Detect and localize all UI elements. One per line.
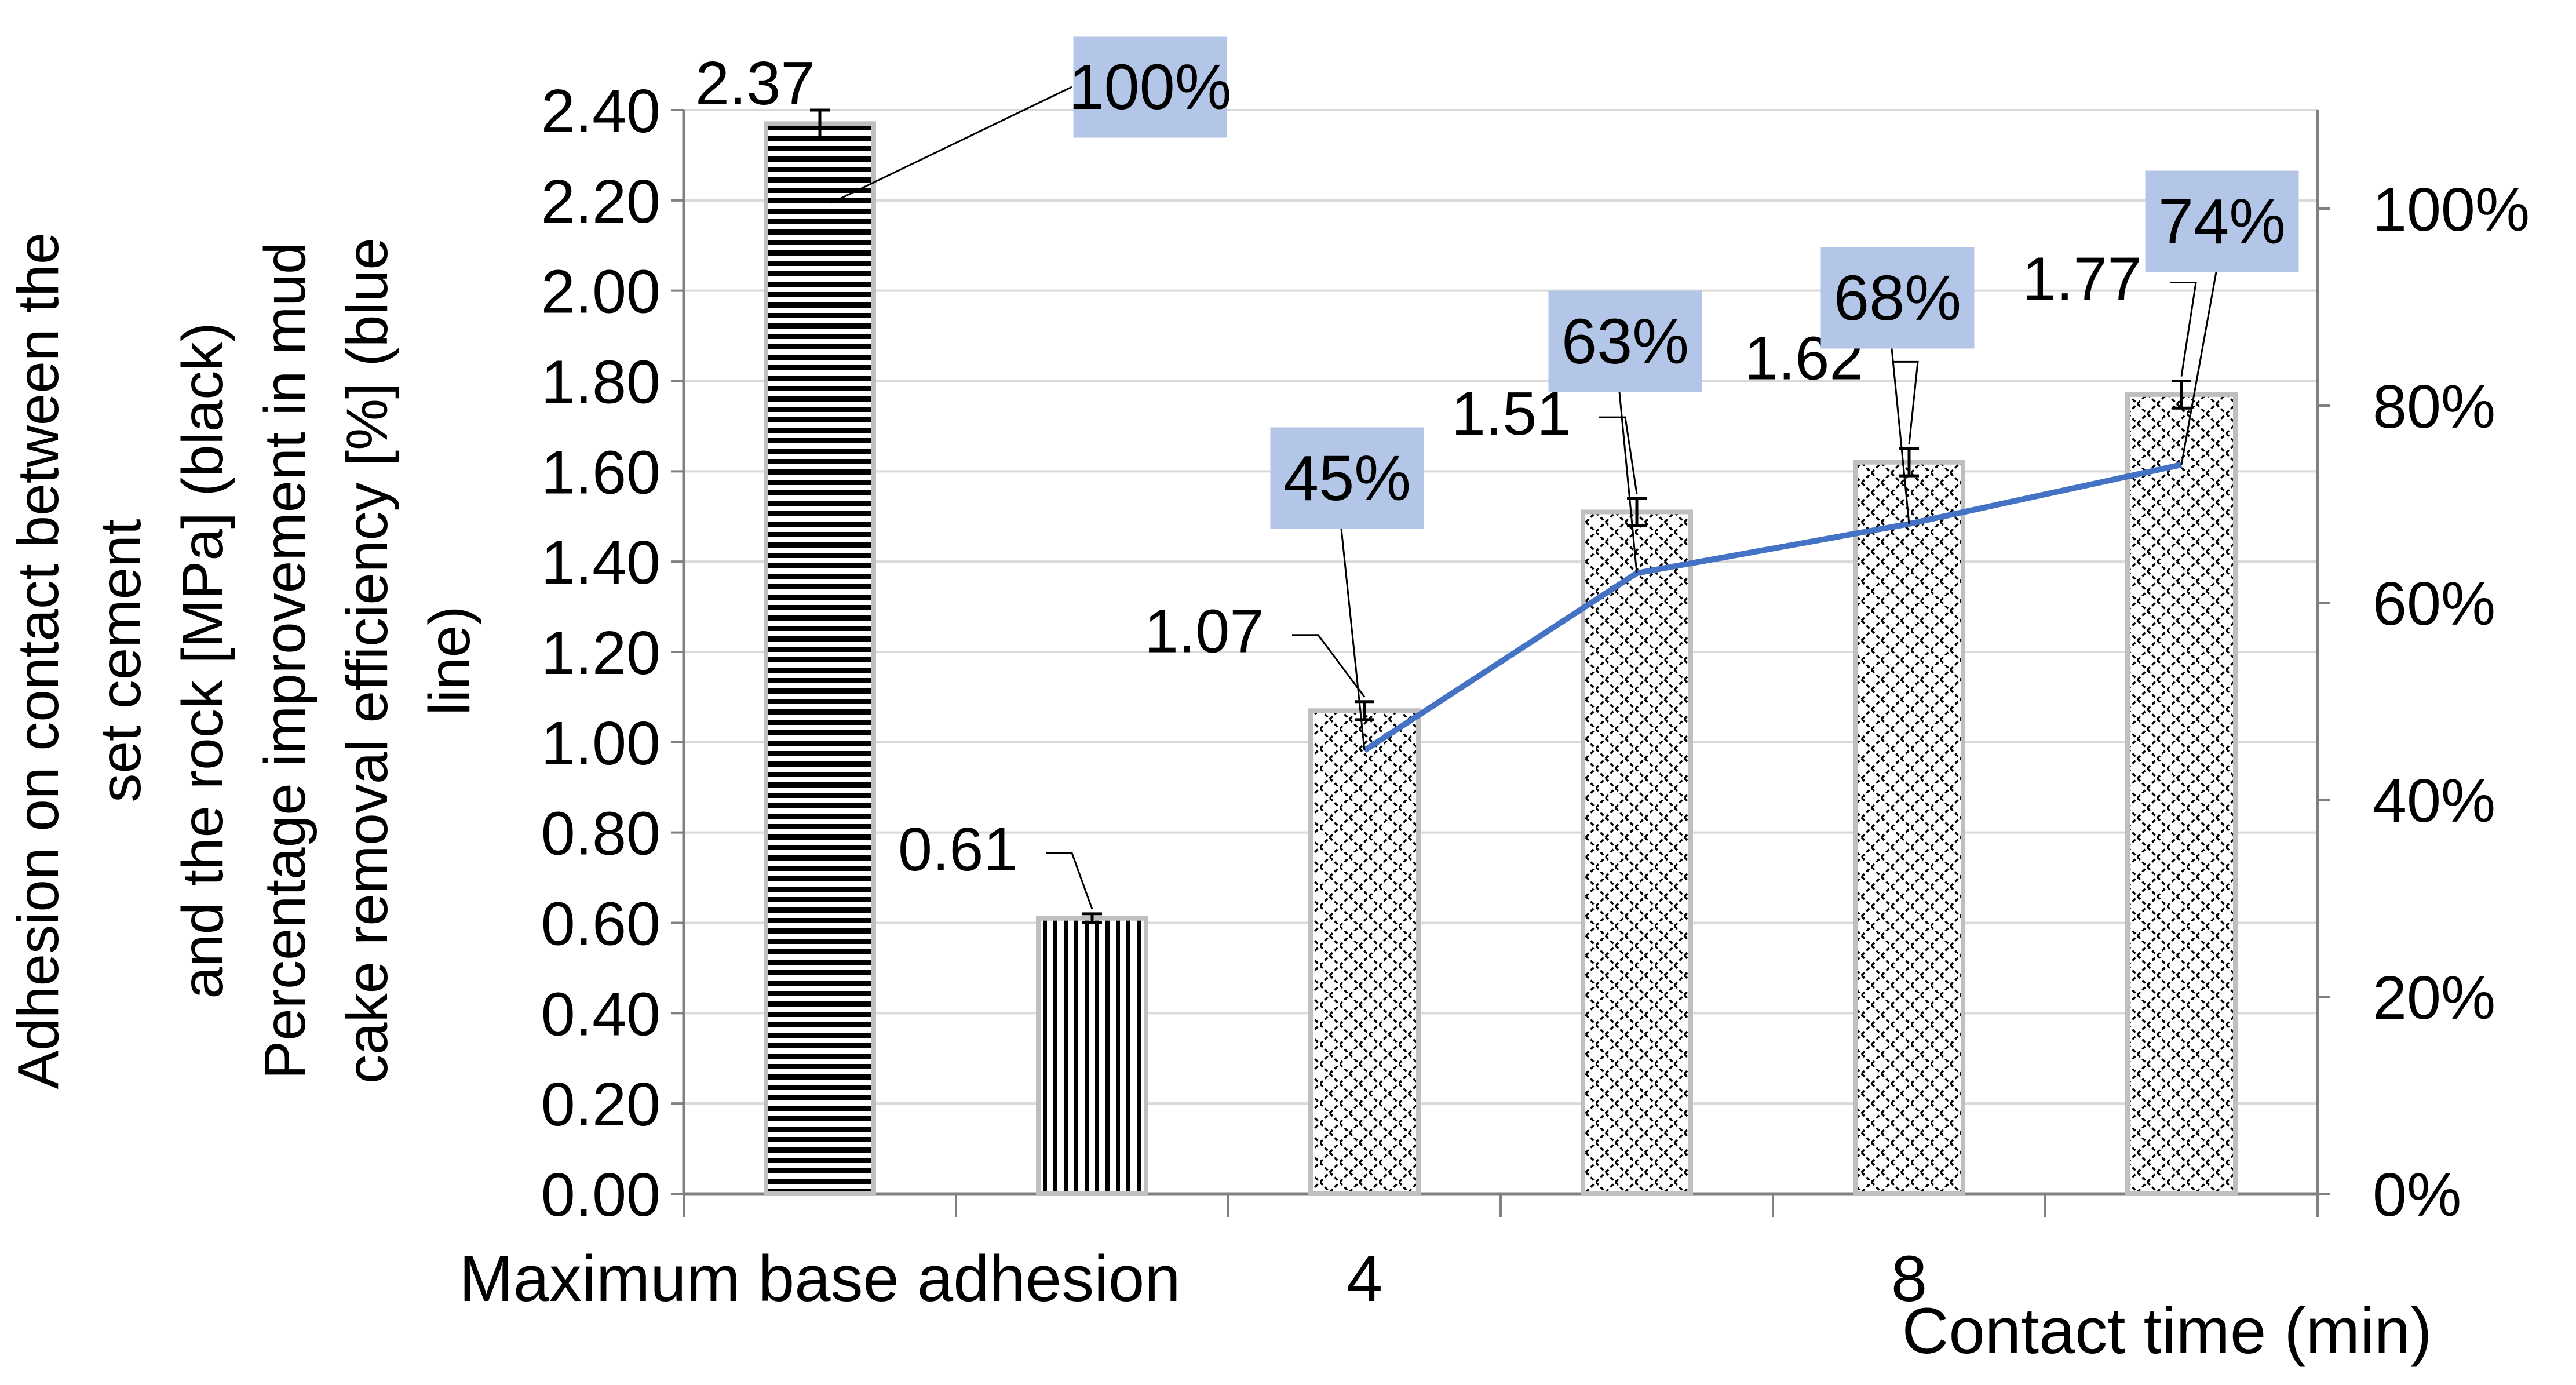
y2-tick-label: 60%: [2373, 570, 2495, 638]
x-category-label: Maximum base adhesion: [459, 1242, 1180, 1315]
percent-label-leader-line: [1618, 392, 1638, 574]
percent-label: 68%: [1820, 247, 1975, 349]
x-category-label: 4: [1347, 1242, 1382, 1315]
bar: [1581, 509, 1693, 1196]
bar: [764, 121, 876, 1196]
y-tick-label: 2.00: [541, 258, 661, 326]
y2-tick-label: 80%: [2373, 373, 2495, 441]
percent-label-leader-line: [2180, 272, 2217, 465]
percent-label-box: [2145, 170, 2299, 272]
gridlines: [671, 109, 2330, 1195]
percent-label-text: 68%: [1834, 263, 1961, 334]
y-tick-label: 1.80: [541, 348, 661, 417]
x-axis-category-labels: Maximum base adhesion 4 8: [459, 1242, 1927, 1315]
y2-tick-label: 100%: [2373, 176, 2530, 244]
y-tick-label: 1.20: [541, 619, 661, 687]
y-tick-label: 0.40: [541, 980, 661, 1048]
percent-label-leader-line: [831, 86, 1072, 204]
y-tick-label: 1.00: [541, 709, 661, 778]
percent-label: 100%: [1068, 36, 1232, 138]
bar-label-leader-line: [1292, 634, 1366, 698]
bar-value-label: 1.77: [2022, 245, 2141, 314]
bar-label-leader-line: [1599, 416, 1638, 494]
y-tick-label: 1.60: [541, 438, 661, 506]
y-tick-label: 0.00: [541, 1161, 661, 1229]
percent-label: 63%: [1548, 290, 1702, 392]
percent-label-text: 45%: [1283, 443, 1411, 514]
error-bar: [2172, 380, 2191, 410]
bar-label-leader-line: [2170, 282, 2197, 377]
y-axis-tick-labels: 0.00 0.20 0.40 0.60 0.80 1.00 1.20 1.40 1.60 1.80…: [541, 77, 661, 1229]
error-bar: [1899, 447, 1919, 478]
y-tick-label: 2.20: [541, 167, 661, 236]
percent-label-text: 63%: [1561, 306, 1689, 377]
efficiency-series-line: [1363, 462, 2183, 753]
error-bar: [810, 108, 830, 139]
bar-label-leader-line: [1046, 852, 1093, 910]
bars: [764, 121, 2238, 1197]
y-axis-title-line: cake removal efficiency [%] (blue: [335, 238, 400, 1084]
bar: [1036, 916, 1148, 1197]
y2-tick-label: 20%: [2373, 964, 2495, 1032]
y-axis-title-line: Adhesion on contact between the: [6, 232, 71, 1089]
percent-label-leader-line: [1340, 529, 1366, 751]
percent-label-text: 74%: [2158, 186, 2286, 257]
axes: [682, 110, 2319, 1217]
x-axis-title: Contact time (min): [1902, 1295, 2432, 1367]
bar-label-leader-line: [1892, 360, 1919, 444]
y-axis-title-line: line): [417, 606, 482, 716]
percent-label: 45%: [1270, 427, 1424, 529]
leader-lines: [831, 86, 2217, 910]
y2-tick-label: 0%: [2373, 1161, 2461, 1229]
x-category-label: 8: [1891, 1242, 1927, 1315]
bar: [1308, 708, 1421, 1196]
bar: [2125, 392, 2238, 1196]
y-axis-title-line: set cement: [88, 519, 153, 802]
y-tick-label: 0.60: [541, 890, 661, 958]
bar-value-label: 2.37: [695, 49, 815, 118]
error-bar: [1355, 700, 1374, 721]
percent-label: 74%: [2145, 170, 2299, 272]
percent-label-leader-line: [1891, 348, 1910, 524]
y-axis-title-line: Percentage improvement in mud: [253, 242, 318, 1079]
efficiency-line: [1363, 462, 2183, 753]
y2-axis-tick-labels: 0% 20% 40% 60% 80% 100%: [2373, 176, 2530, 1229]
percent-labels: 100% 45% 63% 68% 74%: [1068, 36, 2299, 529]
y-tick-label: 0.80: [541, 800, 661, 868]
bar-value-label: 0.61: [898, 815, 1017, 884]
percent-label-box: [1820, 247, 1975, 349]
error-bars: [810, 108, 2191, 924]
percent-label-box: [1270, 427, 1424, 529]
y-tick-label: 1.40: [541, 529, 661, 597]
bar-value-labels: 2.370.611.071.511.621.77: [695, 49, 2141, 884]
y-axis-title: Adhesion on contact between the set cemen…: [6, 232, 482, 1089]
y-axis-title-line: and the rock [MPa] (black): [170, 322, 235, 998]
percent-label-box: [1548, 290, 1702, 392]
bar: [1853, 460, 1965, 1196]
bar-value-label: 1.07: [1144, 597, 1264, 666]
percent-label-box: [1073, 36, 1227, 138]
y-tick-label: 2.40: [541, 77, 661, 145]
error-bar: [1082, 912, 1102, 924]
percent-label-text: 100%: [1068, 52, 1231, 123]
y2-tick-label: 40%: [2373, 767, 2495, 835]
y-tick-label: 0.20: [541, 1070, 661, 1139]
